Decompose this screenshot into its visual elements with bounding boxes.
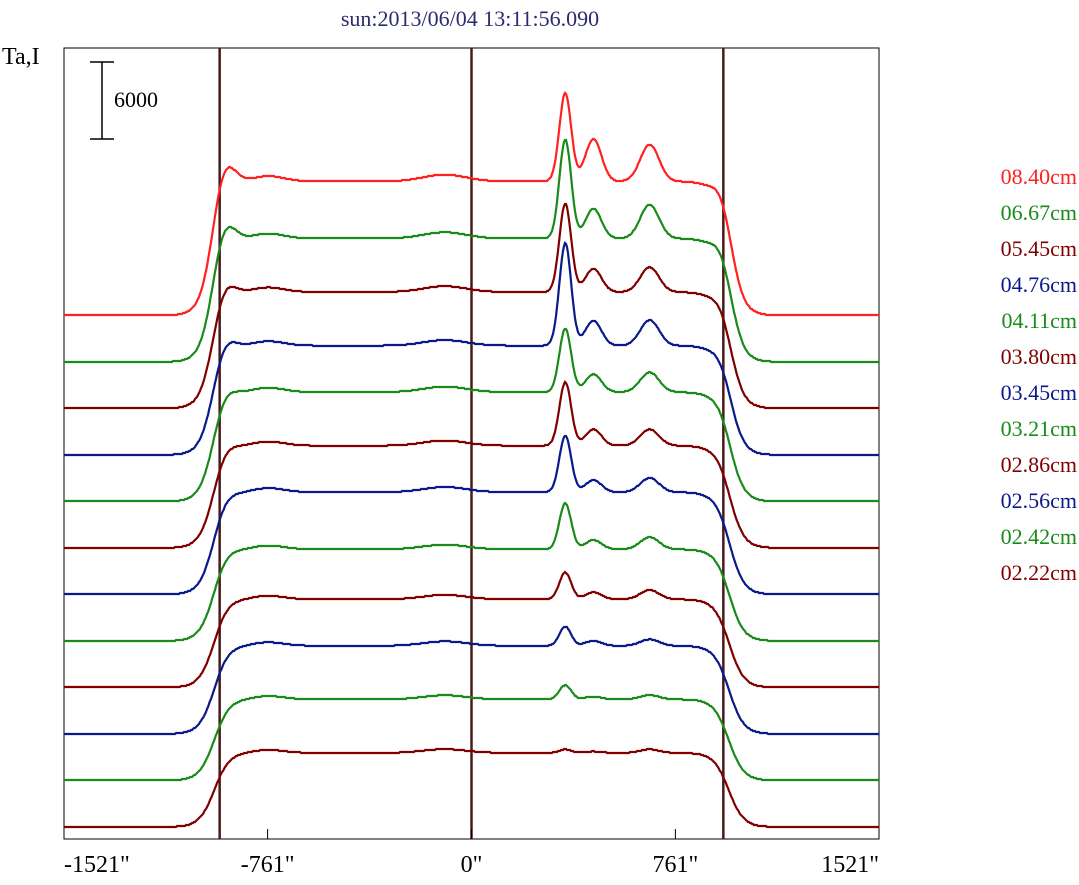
- x-axis-ticks: -1521" -761" 0" 761" 1521": [63, 829, 880, 878]
- x-tick-label-3: 761": [652, 852, 698, 878]
- legend-entry-04.11cm: 04.11cm: [1001, 308, 1077, 333]
- x-tick-label-2: 0": [461, 852, 483, 878]
- x-tick-label-1: -761": [241, 852, 295, 878]
- series-line-08.40cm: [64, 91, 879, 317]
- legend-entry-02.56cm: 02.56cm: [1001, 488, 1077, 513]
- series-line-02.86cm: [64, 570, 879, 689]
- legend-entry-05.45cm: 05.45cm: [1001, 236, 1077, 261]
- scale-bar: 6000: [90, 61, 158, 140]
- legend-entry-06.67cm: 06.67cm: [1001, 200, 1077, 225]
- legend: 08.40cm 06.67cm 05.45cm 04.76cm 04.11cm 03.80…: [1001, 164, 1077, 585]
- series-line-02.22cm: [64, 747, 879, 829]
- series-line-03.45cm: [64, 434, 879, 596]
- series-line-05.45cm: [64, 202, 879, 410]
- scale-bar-label: 6000: [114, 87, 158, 112]
- x-tick-label-4: 1521": [821, 852, 879, 878]
- legend-entry-03.80cm: 03.80cm: [1001, 344, 1077, 369]
- legend-entry-02.42cm: 02.42cm: [1001, 524, 1077, 549]
- series-line-03.80cm: [64, 380, 879, 550]
- legend-entry-04.76cm: 04.76cm: [1001, 272, 1077, 297]
- series-line-04.11cm: [64, 327, 879, 503]
- x-tick-label-0: -1521": [64, 852, 130, 878]
- y-axis-label: Ta,I: [2, 44, 40, 70]
- series-line-04.76cm: [64, 240, 879, 457]
- legend-entry-03.45cm: 03.45cm: [1001, 380, 1077, 405]
- chart-title: sun:2013/06/04 13:11:56.090: [341, 6, 599, 31]
- series-line-02.42cm: [64, 683, 879, 782]
- legend-entry-02.22cm: 02.22cm: [1001, 560, 1077, 585]
- legend-entry-08.40cm: 08.40cm: [1001, 164, 1077, 189]
- series-lines: [64, 91, 879, 829]
- series-line-03.21cm: [64, 501, 879, 643]
- series-line-06.67cm: [64, 138, 879, 364]
- legend-entry-02.86cm: 02.86cm: [1001, 452, 1077, 477]
- legend-entry-03.21cm: 03.21cm: [1001, 416, 1077, 441]
- series-line-02.56cm: [64, 625, 879, 736]
